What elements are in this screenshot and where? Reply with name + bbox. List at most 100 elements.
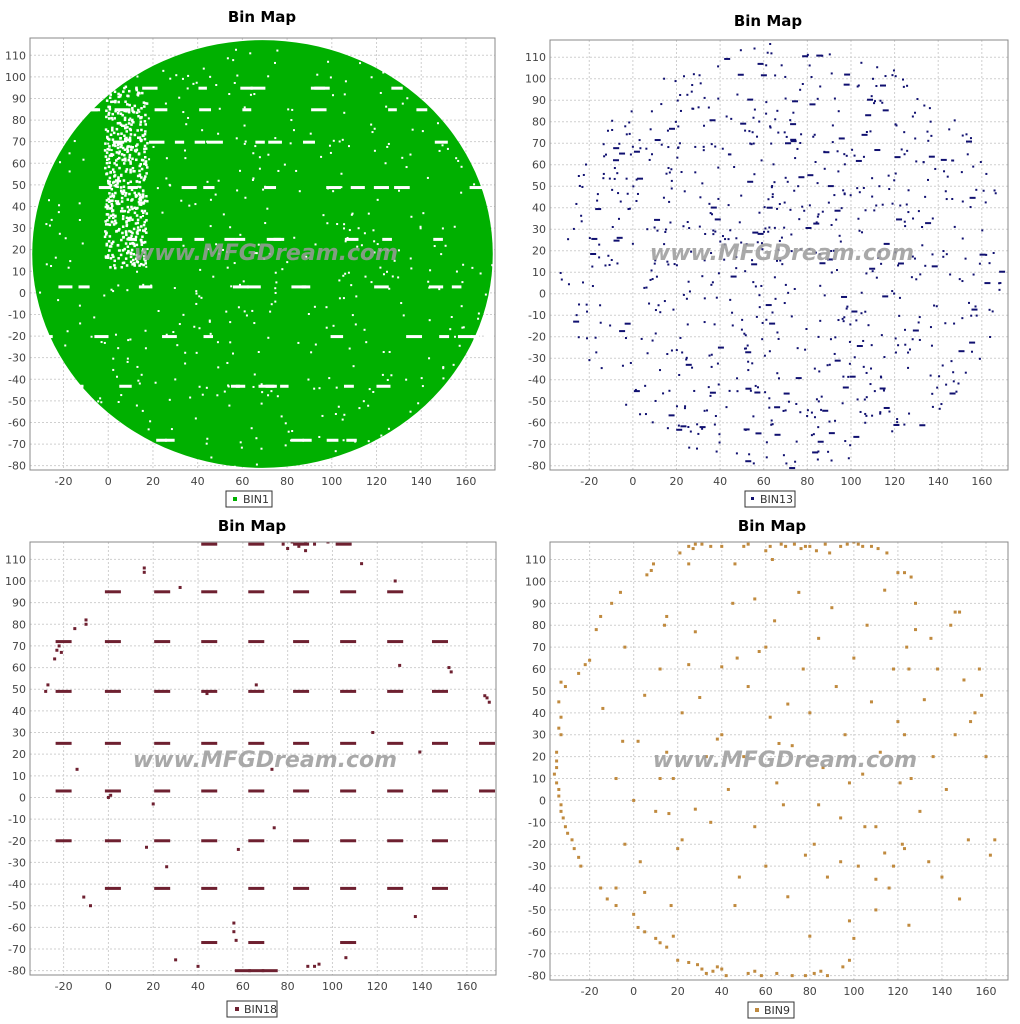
data-point <box>869 544 873 548</box>
data-point <box>849 194 852 197</box>
gap-mark <box>311 108 327 112</box>
y-tick-label: -20 <box>528 331 546 344</box>
y-tick-label: -50 <box>528 395 546 408</box>
gap-mark <box>118 150 121 153</box>
data-point <box>786 895 790 899</box>
gap-mark <box>135 86 138 90</box>
data-point <box>974 305 977 308</box>
y-tick-label: 40 <box>12 705 26 718</box>
gap-mark <box>243 124 246 127</box>
data-point <box>978 262 981 265</box>
gap-mark <box>107 157 111 161</box>
x-tick-label: 40 <box>715 985 729 998</box>
gap-mark <box>142 211 145 214</box>
data-point <box>344 956 348 960</box>
gap-mark <box>136 194 139 197</box>
data-point <box>609 324 612 327</box>
y-tick-label: 30 <box>532 729 546 742</box>
gap-mark <box>124 137 128 141</box>
data-point <box>918 316 921 319</box>
data-point <box>648 158 651 161</box>
data-point <box>605 897 609 901</box>
gap-mark <box>112 223 116 226</box>
data-point <box>813 367 816 370</box>
data-point <box>659 369 662 372</box>
data-point <box>855 159 862 162</box>
data-point <box>752 415 755 418</box>
data-point <box>775 971 779 975</box>
data-point <box>693 807 697 811</box>
data-point <box>771 195 774 198</box>
data-point <box>785 135 788 138</box>
data-point <box>650 269 653 272</box>
data-point <box>717 166 720 169</box>
gap-mark <box>442 377 445 380</box>
y-tick-label: 90 <box>532 94 546 107</box>
gap-mark <box>214 193 217 196</box>
data-point <box>729 229 732 232</box>
data-point <box>917 210 920 213</box>
data-point <box>670 168 673 171</box>
data-point <box>720 544 724 548</box>
data-point <box>659 311 662 314</box>
y-tick-label: 0 <box>539 288 546 301</box>
gap-mark <box>441 144 444 147</box>
data-point <box>753 825 757 829</box>
data-point <box>685 363 692 366</box>
gap-mark <box>186 87 189 90</box>
data-point <box>680 425 687 428</box>
data-point <box>929 120 932 123</box>
data-point <box>916 98 919 101</box>
gap-mark <box>123 86 126 90</box>
gap-mark <box>136 143 139 146</box>
gap-mark <box>124 100 127 103</box>
dash-mark <box>248 941 265 945</box>
gap-mark <box>128 237 137 241</box>
data-point <box>714 218 721 221</box>
data-point <box>651 339 654 342</box>
data-point <box>914 137 917 140</box>
dash-mark <box>201 542 218 546</box>
data-point <box>578 303 581 306</box>
gap-mark <box>142 195 145 198</box>
gap-mark <box>134 144 138 148</box>
data-point <box>857 217 860 220</box>
gap-mark <box>180 199 183 202</box>
data-point <box>818 370 821 373</box>
data-point <box>953 733 957 737</box>
x-tick-label: 20 <box>146 475 160 488</box>
gap-mark <box>143 144 147 148</box>
gap-mark <box>164 438 175 442</box>
gap-mark <box>471 266 474 269</box>
data-point <box>232 921 236 925</box>
data-point <box>771 193 774 196</box>
dash-mark <box>479 789 496 793</box>
dash-mark <box>293 640 310 644</box>
data-point <box>858 191 861 194</box>
data-point <box>678 142 681 145</box>
gap-mark <box>276 49 279 52</box>
gap-mark <box>397 276 400 279</box>
data-point <box>639 413 642 416</box>
x-tick-label: -20 <box>581 985 599 998</box>
gap-mark <box>355 295 358 298</box>
y-tick-label: -40 <box>8 373 26 386</box>
data-point <box>84 618 88 622</box>
gap-mark <box>104 166 107 170</box>
data-point <box>701 275 704 278</box>
gap-mark <box>132 242 135 246</box>
dash-mark <box>387 689 404 693</box>
data-point <box>897 344 900 347</box>
data-point <box>617 217 620 220</box>
gap-mark <box>461 326 464 329</box>
gap-mark <box>126 238 129 241</box>
data-point <box>904 328 907 331</box>
data-point <box>719 240 722 243</box>
data-point <box>270 767 274 771</box>
dash-mark <box>293 590 310 594</box>
gap-mark <box>222 248 225 251</box>
data-point <box>578 184 581 187</box>
gap-mark <box>264 185 267 188</box>
gap-mark <box>112 196 115 199</box>
gap-mark <box>120 394 123 397</box>
